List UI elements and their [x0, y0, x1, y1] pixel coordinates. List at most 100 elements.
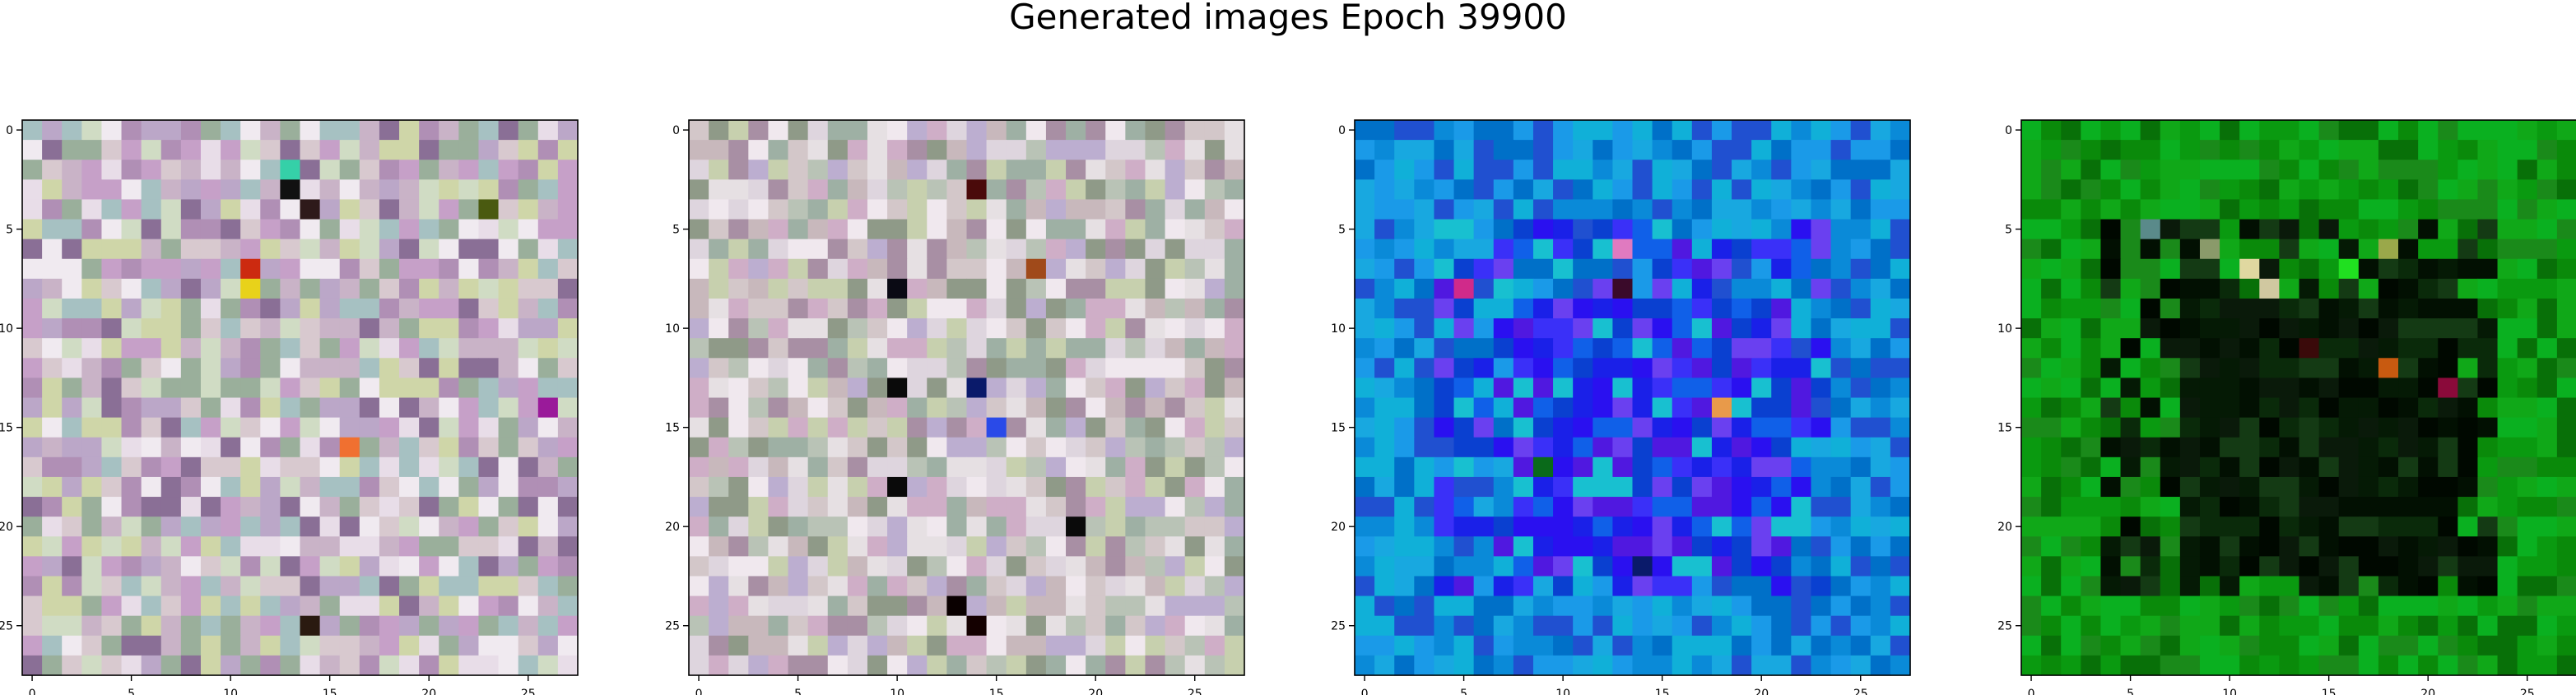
pixel-cell — [1453, 219, 1475, 240]
pixel-cell — [1473, 437, 1495, 458]
pixel-cell — [1224, 120, 1245, 141]
pixel-cell — [2279, 556, 2300, 577]
pixel-cell — [1890, 536, 1911, 557]
pixel-cell — [1811, 120, 1832, 141]
pixel-cell — [1811, 517, 1832, 537]
pixel-cell — [2318, 635, 2340, 656]
pixel-cell — [141, 318, 162, 339]
pixel-cell — [42, 497, 63, 517]
pixel-cell — [2378, 655, 2399, 676]
pixel-cell — [2398, 378, 2419, 399]
pixel-cell — [1184, 437, 1206, 458]
pixel-cell — [2299, 635, 2320, 656]
pixel-cell — [2299, 536, 2320, 557]
pixel-cell — [2517, 160, 2538, 180]
pixel-cell — [1573, 556, 1593, 577]
pixel-cell — [1145, 140, 1166, 160]
pixel-cell — [439, 378, 459, 399]
pixel-cell — [2160, 417, 2181, 438]
pixel-cell — [1732, 397, 1752, 419]
pixel-cell — [1086, 358, 1106, 378]
pixel-cell — [2438, 417, 2458, 438]
pixel-cell — [1414, 615, 1435, 637]
pixel-cell — [1850, 338, 1872, 359]
pixel-cell — [1870, 615, 1891, 637]
pixel-cell — [1025, 635, 1047, 656]
pixel-cell — [1374, 239, 1395, 260]
pixel-cell — [1732, 536, 1752, 557]
pixel-cell — [1224, 556, 1245, 577]
pixel-cell — [2457, 160, 2479, 180]
pixel-cell — [300, 517, 321, 537]
x-tick-label: 5 — [1460, 688, 1467, 695]
pixel-cell — [221, 298, 241, 319]
pixel-cell — [927, 417, 947, 438]
pixel-cell — [221, 140, 241, 160]
pixel-cell — [379, 536, 400, 557]
pixel-cell — [1045, 179, 1067, 201]
pixel-cell — [966, 258, 988, 280]
pixel-cell — [2160, 120, 2181, 141]
pixel-cell — [1890, 239, 1911, 260]
pixel-cell — [1850, 298, 1872, 319]
pixel-cell — [1086, 160, 1106, 180]
pixel-cell — [379, 397, 400, 419]
pixel-cell — [2517, 556, 2538, 577]
pixel-cell — [1573, 595, 1593, 617]
pixel-cell — [1870, 476, 1891, 498]
pixel-cell — [1672, 298, 1693, 319]
pixel-cell — [42, 576, 63, 597]
pixel-cell — [2179, 120, 2201, 141]
pixel-cell — [1553, 120, 1574, 141]
pixel-cell — [1593, 437, 1613, 458]
pixel-cell — [1751, 219, 1772, 240]
pixel-cell — [768, 655, 789, 676]
pixel-cell — [1105, 199, 1126, 220]
pixel-cell — [1751, 417, 1772, 438]
pixel-cell — [240, 160, 261, 180]
pixel-cell — [1374, 338, 1395, 359]
pixel-cell — [1394, 120, 1415, 141]
pixel-cell — [788, 239, 809, 260]
pixel-cell — [2536, 655, 2558, 676]
pixel-cell — [240, 635, 261, 656]
pixel-cell — [2220, 298, 2240, 319]
pixel-cell — [907, 278, 928, 299]
pixel-cell — [2438, 298, 2458, 319]
pixel-cell — [927, 476, 947, 498]
pixel-cell — [2041, 615, 2062, 637]
pixel-cell — [1652, 576, 1673, 597]
pixel-cell — [2100, 258, 2122, 280]
pixel-cell — [927, 318, 947, 339]
pixel-cell — [2398, 576, 2419, 597]
pixel-cell — [1850, 120, 1872, 141]
pixel-cell — [339, 258, 360, 280]
pixel-cell — [2418, 497, 2439, 517]
pixel-cell — [1006, 179, 1027, 201]
pixel-cell — [2457, 456, 2479, 478]
pixel-cell — [1532, 239, 1554, 260]
pixel-cell — [2120, 140, 2141, 160]
pixel-cell — [1145, 576, 1166, 597]
pixel-cell — [260, 517, 281, 537]
pixel-cell — [1066, 476, 1086, 498]
pixel-cell — [1493, 120, 1514, 141]
pixel-cell — [2497, 120, 2518, 141]
pixel-cell — [2021, 378, 2042, 399]
pixel-cell — [2061, 298, 2081, 319]
pixel-cell — [1086, 517, 1106, 537]
pixel-cell — [2536, 239, 2558, 260]
pixel-cell — [160, 615, 182, 637]
pixel-cell — [887, 655, 908, 676]
pixel-cell — [1870, 655, 1891, 676]
pixel-cell — [1711, 635, 1732, 656]
pixel-cell — [260, 160, 281, 180]
pixel-cell — [2081, 120, 2102, 141]
pixel-cell — [847, 258, 868, 280]
pixel-cell — [2220, 120, 2240, 141]
pixel-cell — [728, 417, 749, 438]
pixel-cell — [1890, 140, 1911, 160]
pixel-cell — [141, 476, 162, 498]
pixel-cell — [101, 318, 123, 339]
y-tick-label: 25 — [1997, 620, 2012, 633]
